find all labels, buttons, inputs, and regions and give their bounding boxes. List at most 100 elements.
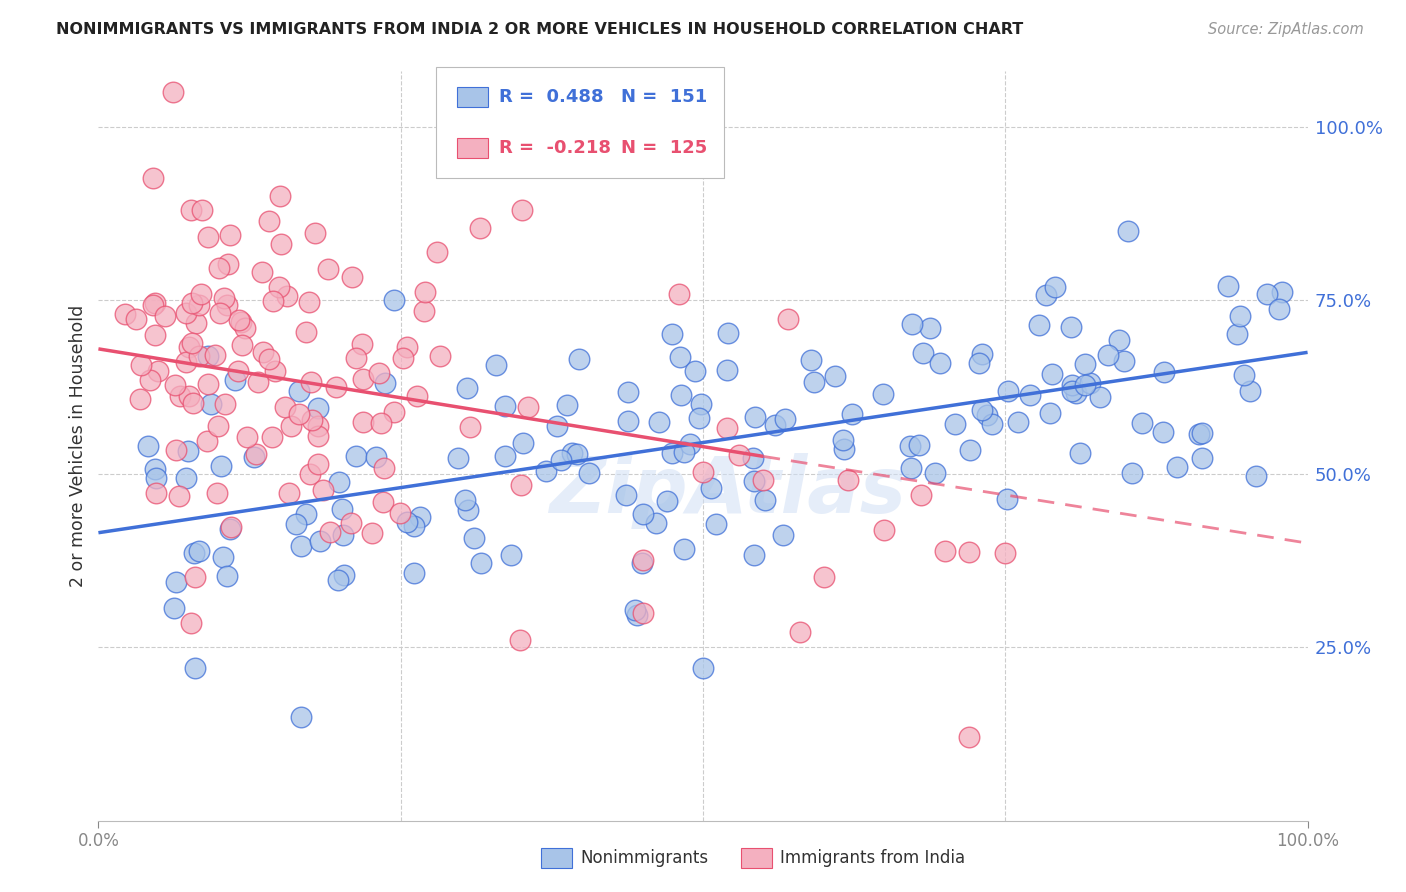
Point: [287, 407, 309, 421]
Point: [742, 475, 765, 489]
Point: [177, 444, 200, 458]
Point: [174, 306, 197, 320]
Point: [943, 417, 966, 432]
Point: [174, 471, 197, 485]
Point: [146, 364, 169, 378]
Point: [233, 320, 256, 334]
Text: R =  -0.218: R = -0.218: [499, 139, 612, 157]
Point: [1040, 367, 1063, 381]
Point: [145, 295, 167, 310]
Point: [837, 474, 859, 488]
Point: [692, 661, 714, 675]
Point: [180, 615, 202, 630]
Point: [934, 544, 956, 558]
Point: [269, 280, 291, 294]
Point: [205, 486, 228, 500]
Point: [207, 418, 229, 433]
Point: [208, 261, 231, 276]
Point: [124, 312, 146, 326]
Point: [668, 287, 690, 301]
Point: [307, 418, 329, 433]
Point: [679, 437, 702, 451]
Point: [396, 340, 419, 354]
Point: [773, 412, 796, 426]
Point: [114, 306, 136, 320]
Point: [510, 203, 533, 218]
Text: ZipAtlas: ZipAtlas: [548, 453, 905, 529]
Point: [981, 417, 1004, 431]
Point: [692, 465, 714, 479]
Point: [153, 310, 176, 324]
Point: [264, 364, 287, 378]
Point: [623, 603, 645, 617]
Point: [409, 510, 432, 524]
Point: [997, 384, 1019, 398]
Point: [304, 227, 326, 241]
Point: [217, 569, 239, 583]
Point: [550, 453, 572, 467]
Point: [352, 336, 374, 351]
Point: [744, 409, 766, 424]
Point: [752, 473, 775, 487]
Point: [1191, 450, 1213, 465]
Point: [468, 221, 491, 235]
Point: [229, 315, 252, 329]
Point: [1121, 466, 1143, 480]
Point: [1153, 365, 1175, 379]
Point: [228, 312, 250, 326]
Text: NONIMMIGRANTS VS IMMIGRANTS FROM INDIA 2 OR MORE VEHICLES IN HOUSEHOLD CORRELATI: NONIMMIGRANTS VS IMMIGRANTS FROM INDIA 2…: [56, 22, 1024, 37]
Point: [339, 516, 361, 531]
Point: [1130, 416, 1153, 430]
Point: [187, 544, 209, 558]
Point: [318, 262, 340, 277]
Point: [332, 528, 354, 542]
Point: [219, 520, 242, 534]
Point: [142, 298, 165, 312]
Point: [995, 491, 1018, 506]
Point: [294, 326, 316, 340]
Point: [754, 492, 776, 507]
Point: [1166, 460, 1188, 475]
Point: [307, 458, 329, 472]
Point: [209, 458, 232, 473]
Point: [195, 434, 218, 449]
Point: [246, 376, 269, 390]
Point: [340, 269, 363, 284]
Point: [260, 430, 283, 444]
Point: [200, 397, 222, 411]
Point: [742, 450, 765, 465]
Point: [789, 625, 811, 640]
Point: [1018, 387, 1040, 401]
Point: [772, 528, 794, 542]
Point: [184, 661, 207, 675]
Point: [813, 570, 835, 584]
Point: [470, 556, 492, 570]
Point: [374, 376, 396, 390]
Point: [565, 447, 588, 461]
Point: [631, 606, 654, 620]
Point: [290, 539, 312, 553]
Point: [382, 405, 405, 419]
Point: [373, 461, 395, 475]
Point: [252, 344, 274, 359]
Point: [970, 403, 993, 417]
Point: [332, 568, 354, 582]
Point: [197, 376, 219, 391]
Point: [976, 408, 998, 422]
Point: [1191, 426, 1213, 441]
Point: [1088, 390, 1111, 404]
Point: [494, 399, 516, 413]
Point: [1226, 326, 1249, 341]
Point: [330, 502, 353, 516]
Point: [924, 466, 946, 480]
Point: [276, 289, 298, 303]
Point: [1028, 318, 1050, 332]
Point: [250, 265, 273, 279]
Point: [384, 293, 406, 308]
Point: [900, 461, 922, 475]
Point: [716, 421, 738, 435]
Point: [163, 601, 186, 615]
Point: [236, 430, 259, 444]
Point: [484, 358, 506, 372]
Point: [910, 488, 932, 502]
